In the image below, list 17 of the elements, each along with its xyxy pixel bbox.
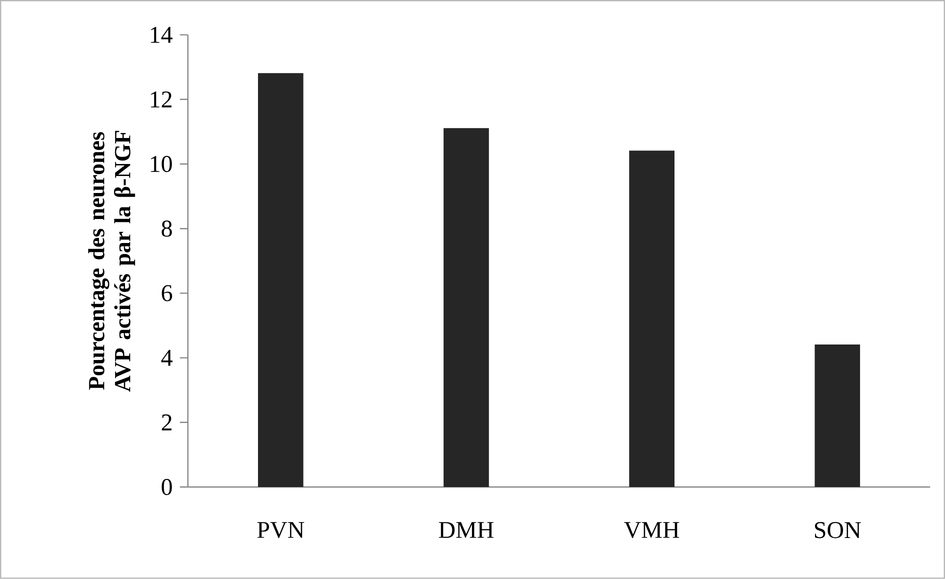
y-tick-label: 4	[161, 350, 172, 366]
x-tick-label: DMH	[438, 522, 494, 538]
y-axis-title: Pourcentage des neurones AVP activés par la β-NGF	[88, 130, 136, 392]
y-tick-label: 0	[162, 478, 172, 496]
y-tick-label: 8	[162, 220, 172, 237]
y-tick-label: 14	[150, 26, 172, 43]
x-tick-label: SON	[814, 522, 861, 538]
bar	[444, 128, 489, 488]
y-tick-label: 12	[150, 92, 172, 108]
y-tick-label: 6	[162, 285, 172, 302]
bar	[814, 344, 860, 488]
bar	[258, 73, 304, 488]
x-tick-label: VMH	[624, 522, 680, 538]
y-tick-label: 10	[150, 156, 172, 172]
x-tick-label: PVN	[257, 522, 304, 538]
y-tick-label: 2	[162, 414, 172, 430]
bar	[629, 150, 674, 488]
